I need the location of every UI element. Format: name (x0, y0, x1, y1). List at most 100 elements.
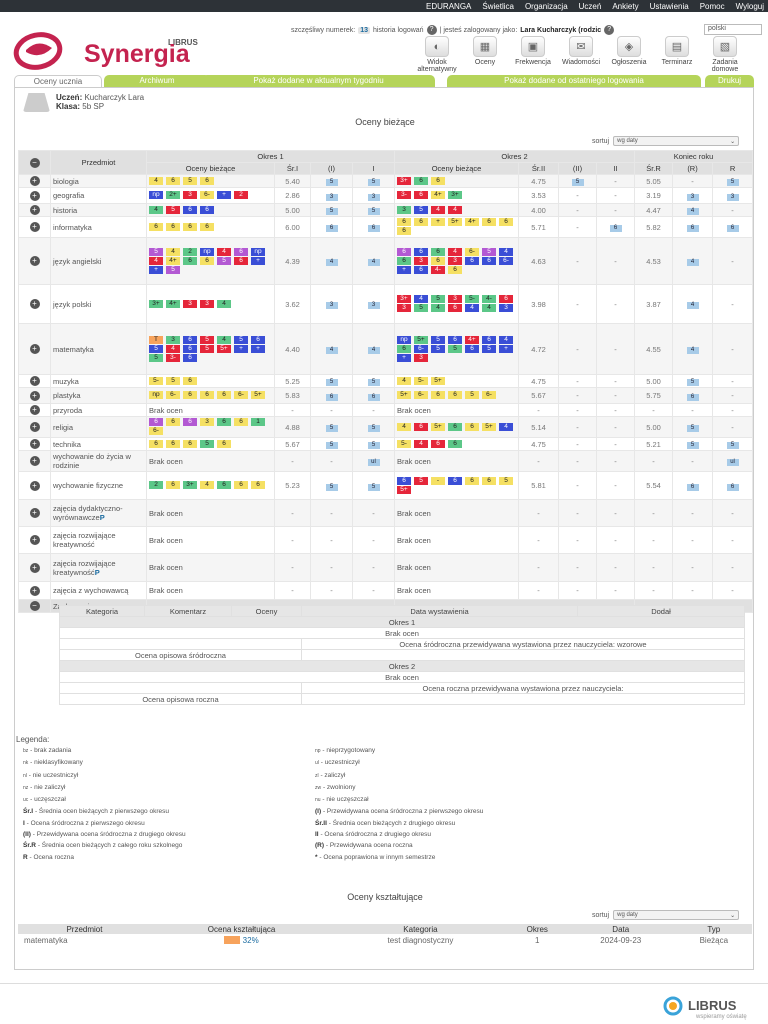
grade-badge[interactable]: 4 (200, 481, 214, 489)
grade-badge[interactable]: 4 (397, 376, 412, 385)
grade-badge[interactable]: 5- (149, 376, 163, 385)
toolbar-item-5[interactable]: ▤ Terminarz (653, 36, 701, 73)
grade-badge[interactable]: 4 (217, 299, 231, 308)
expand-icon[interactable]: + (29, 535, 40, 545)
grade-badge[interactable]: 4 (448, 205, 463, 214)
grade-badge[interactable]: 3 (499, 304, 514, 312)
grade-badge[interactable]: 3+ (448, 191, 463, 199)
toolbar-item-6[interactable]: ▧ Zadania domowe (701, 36, 749, 73)
grade-badge[interactable]: 3 (200, 418, 214, 426)
grade-badge[interactable]: 5 (499, 476, 514, 485)
toolbar-item-1[interactable]: ▦ Oceny (461, 36, 509, 73)
grade-badge[interactable]: 5 (200, 335, 214, 344)
grade-badge[interactable]: 6 (448, 265, 463, 274)
grade-badge[interactable]: + (397, 265, 412, 274)
nav-item-1[interactable]: Świetlica (482, 1, 514, 11)
expand-icon[interactable]: + (29, 439, 40, 449)
grade-badge[interactable]: T (149, 335, 163, 344)
expand-icon[interactable]: + (29, 176, 40, 186)
grade-badge[interactable]: - (431, 476, 446, 485)
grade-badge[interactable]: 6 (183, 418, 197, 426)
tab-this-week[interactable]: Pokaż dodane w aktualnym tygodniu (202, 75, 435, 87)
grade-badge[interactable]: 6 (234, 247, 248, 256)
toolbar-item-4[interactable]: ◈ Ogłoszenia (605, 36, 653, 73)
nav-item-2[interactable]: Organizacja (524, 1, 568, 11)
grade-badge[interactable]: 6 (465, 344, 480, 353)
toolbar-item-0[interactable]: ◐ Widok alternatywny (413, 36, 461, 73)
grade-badge[interactable]: + (234, 344, 248, 353)
grade-badge[interactable]: 5- (465, 295, 480, 303)
grade-badge[interactable]: 5 (431, 344, 446, 353)
expand-icon[interactable]: + (29, 508, 40, 518)
grade-badge[interactable]: 2 (149, 481, 163, 489)
grade-badge[interactable]: + (499, 344, 514, 353)
grade-badge[interactable]: 5 (448, 344, 463, 353)
grade-badge[interactable]: 4 (465, 304, 480, 312)
login-history-link[interactable]: historia logowań (372, 26, 424, 34)
grade-badge[interactable]: 6 (448, 476, 463, 485)
grade-badge[interactable]: 6- (482, 391, 497, 399)
grade-badge[interactable]: 6 (414, 265, 429, 274)
grade-badge[interactable]: 6 (166, 418, 180, 426)
grade-badge[interactable]: 6 (234, 481, 248, 489)
grade-badge[interactable]: 5 (149, 247, 163, 256)
expand-icon[interactable]: + (29, 222, 40, 232)
expand-icon[interactable]: + (29, 299, 40, 309)
grade-badge[interactable]: 6 (200, 176, 214, 185)
grade-badge[interactable]: 6 (414, 176, 429, 185)
formative-score[interactable]: 32% (151, 934, 332, 946)
grade-badge[interactable]: + (431, 218, 446, 226)
grade-badge[interactable]: 6 (149, 418, 163, 426)
grade-badge[interactable]: 5+ (397, 391, 412, 399)
grade-badge[interactable]: 6 (149, 439, 163, 448)
expand-icon[interactable]: + (29, 480, 40, 491)
grade-badge[interactable]: np (149, 191, 163, 199)
grade-badge[interactable]: 6 (183, 344, 197, 353)
grade-badge[interactable]: 6 (234, 418, 248, 426)
grade-badge[interactable]: 6 (482, 476, 497, 485)
grade-badge[interactable]: np (149, 391, 163, 399)
collapse-icon[interactable]: − (29, 601, 40, 611)
grade-badge[interactable]: 4 (414, 439, 429, 448)
expand-icon[interactable]: + (29, 562, 40, 573)
formative-sort-select[interactable]: wg daty ⌄ (613, 910, 740, 920)
grade-badge[interactable]: 5 (183, 176, 197, 185)
grade-badge[interactable]: 6 (482, 335, 497, 344)
grade-badge[interactable]: 6 (448, 439, 463, 448)
grade-badge[interactable]: 5 (200, 344, 214, 353)
grade-badge[interactable]: 6 (482, 256, 497, 265)
grade-badge[interactable]: 6 (397, 227, 412, 235)
nav-item-4[interactable]: Ankiety (612, 1, 639, 11)
expand-icon[interactable]: + (29, 456, 40, 466)
grade-badge[interactable]: 6 (431, 176, 446, 185)
grade-badge[interactable]: 4 (482, 304, 497, 312)
grade-badge[interactable]: 5+ (414, 335, 429, 344)
grade-badge[interactable]: 6 (183, 353, 197, 362)
grade-badge[interactable]: 4 (217, 247, 231, 256)
grade-badge[interactable]: 1 (251, 418, 265, 426)
grade-badge[interactable]: 3+ (149, 299, 163, 308)
grade-badge[interactable]: 3 (414, 353, 429, 362)
grade-badge[interactable]: 5- (397, 439, 412, 448)
grade-badge[interactable]: 6- (414, 344, 429, 353)
grade-badge[interactable]: 2 (234, 191, 248, 199)
language-select[interactable]: polski (704, 24, 762, 35)
grade-badge[interactable]: 6 (200, 222, 214, 231)
expand-icon[interactable]: + (29, 190, 40, 201)
grade-badge[interactable]: 4- (482, 295, 497, 303)
grade-badge[interactable]: np (200, 247, 214, 256)
grade-badge[interactable]: 4 (448, 247, 463, 256)
grade-badge[interactable]: 4+ (431, 191, 446, 199)
grade-badge[interactable]: 3- (166, 353, 180, 362)
grade-badge[interactable]: 5+ (431, 422, 446, 431)
grade-badge[interactable]: 6 (499, 218, 514, 226)
grade-badge[interactable]: 4+ (465, 218, 480, 226)
grade-badge[interactable]: 3+ (397, 295, 412, 303)
grade-badge[interactable]: + (251, 256, 265, 265)
grade-badge[interactable]: 6 (448, 391, 463, 399)
grade-badge[interactable]: 6 (397, 256, 412, 265)
grade-badge[interactable]: 4 (431, 304, 446, 312)
grade-badge[interactable]: + (149, 265, 163, 274)
grade-badge[interactable]: 6 (397, 247, 412, 256)
grade-badge[interactable]: 4 (149, 205, 163, 214)
